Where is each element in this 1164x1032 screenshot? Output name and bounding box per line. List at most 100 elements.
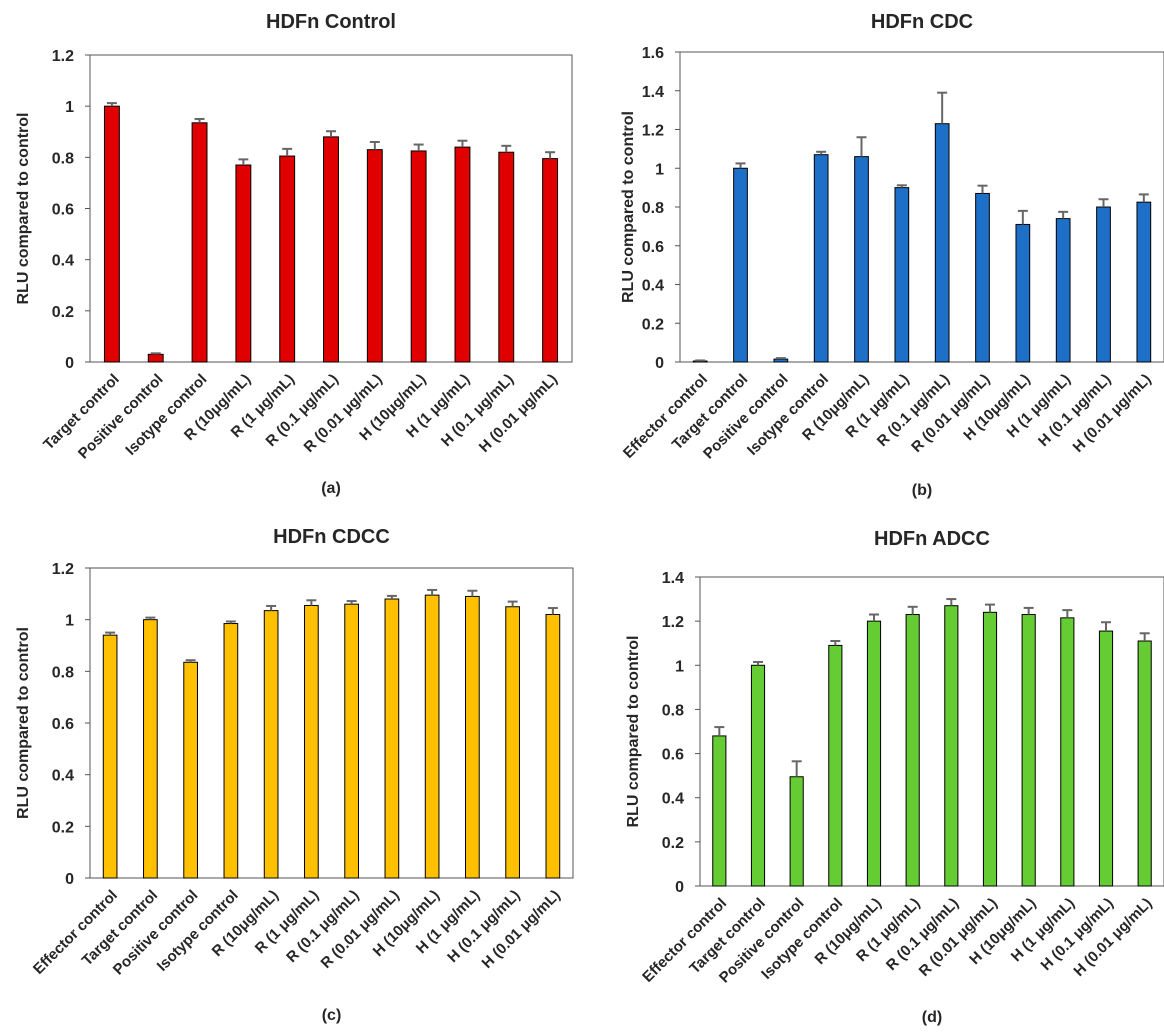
bar [384, 598, 400, 879]
y-tick-label: 0.2 [642, 316, 664, 333]
panel-label: (a) [321, 480, 341, 497]
bar [982, 611, 998, 887]
x-tick-label: H (0.01 μg/mL) [476, 371, 561, 456]
x-tick-label: Target control [40, 371, 123, 454]
panel-label: (b) [912, 482, 932, 499]
x-tick-label: R (0.01 μg/mL) [301, 371, 386, 456]
y-tick-label: 0.6 [52, 202, 74, 219]
y-axis-label: RLU compared to control [625, 635, 642, 827]
y-axis-label: RLU compared to control [620, 111, 637, 303]
y-tick-label: 1 [65, 99, 74, 116]
bar [545, 614, 561, 879]
bar [866, 620, 882, 887]
bar [103, 105, 120, 363]
bar [894, 187, 910, 363]
bar [750, 664, 766, 887]
chart-panel-2: HDFn CDC RLU compared to control 0 0.2 0.4 0.… [620, 11, 1164, 499]
y-tick-label: 0.2 [662, 835, 684, 852]
chart-title: HDFn ADCC [874, 528, 990, 550]
y-tick-label: 0.4 [662, 791, 684, 808]
bar [183, 661, 198, 879]
plot-area [699, 576, 1164, 887]
bar [410, 150, 427, 363]
bar [773, 358, 789, 363]
y-tick-label: 0 [65, 871, 74, 888]
bar [1015, 223, 1031, 363]
y-tick-label: 0.8 [52, 664, 74, 681]
bar [813, 154, 829, 363]
bar [366, 149, 383, 363]
y-tick-label: 0.2 [52, 819, 74, 836]
bar [975, 192, 990, 363]
y-tick-label: 0.4 [642, 278, 664, 295]
bar [1060, 617, 1075, 887]
y-tick-label: 1.2 [662, 614, 684, 631]
y-tick-label: 0.4 [52, 768, 74, 785]
bar [934, 123, 950, 363]
chart-title: HDFn CDCC [273, 526, 390, 548]
bar [854, 156, 869, 363]
chart-title: HDFn Control [266, 11, 396, 33]
bar [454, 146, 471, 363]
bar [733, 167, 748, 363]
panel-label: (d) [922, 1009, 942, 1026]
bar [505, 606, 520, 879]
bar [143, 619, 158, 879]
y-tick-label: 1.6 [642, 45, 664, 62]
y-tick-label: 0.8 [52, 150, 74, 167]
bar [944, 605, 959, 887]
y-tick-label: 0 [675, 879, 684, 896]
chart-title: HDFn CDC [871, 11, 973, 33]
y-axis-label: RLU compared to control [15, 627, 32, 819]
y-tick-label: 1.2 [642, 123, 664, 140]
y-tick-label: 0.6 [662, 747, 684, 764]
y-tick-label: 1 [65, 613, 74, 630]
y-tick-label: 1 [675, 658, 684, 675]
bar [344, 603, 359, 879]
chart-panel-4: HDFn ADCC RLU compared to control 0 0.2 0.4 0… [625, 528, 1164, 1026]
chart-panel-1: HDFn Control RLU compared to control 0 0.2 0… [15, 11, 573, 497]
bar [191, 122, 208, 363]
bar [1137, 640, 1152, 887]
bar [1055, 218, 1071, 363]
bar [1096, 206, 1111, 363]
bar [263, 610, 279, 879]
bar [498, 151, 515, 363]
bar [542, 158, 559, 363]
y-tick-label: 1 [655, 161, 664, 178]
bar [828, 644, 843, 887]
y-tick-label: 0.8 [642, 200, 664, 217]
y-tick-label: 0 [655, 355, 664, 372]
bar [235, 164, 252, 363]
plot-area [89, 567, 574, 879]
y-tick-label: 0.2 [52, 304, 74, 321]
bar [279, 155, 296, 363]
bar [223, 623, 239, 879]
y-tick-label: 0.8 [662, 702, 684, 719]
bar [905, 614, 920, 887]
y-tick-label: 1.4 [662, 570, 684, 587]
y-tick-label: 0.4 [52, 253, 74, 270]
y-tick-label: 0.6 [52, 716, 74, 733]
bar [1021, 614, 1036, 887]
bar [1098, 630, 1114, 887]
bar [323, 136, 339, 363]
plot-area [679, 51, 1164, 363]
bar [789, 776, 804, 887]
chart-panel-3: HDFn CDCC RLU compared to control 0 0.2 0.4 0… [15, 526, 574, 1024]
y-tick-label: 0 [65, 355, 74, 372]
bar [1136, 201, 1152, 363]
y-axis-label: RLU compared to control [15, 112, 32, 304]
bar [712, 735, 727, 887]
bar [102, 634, 118, 879]
bar [147, 353, 164, 363]
bar [304, 604, 319, 879]
y-tick-label: 1.2 [52, 48, 74, 65]
y-tick-label: 1.4 [642, 84, 664, 101]
y-tick-label: 1.2 [52, 561, 74, 578]
y-tick-label: 0.6 [642, 239, 664, 256]
bar [424, 594, 440, 879]
panel-label: (c) [322, 1007, 342, 1024]
bar [465, 595, 480, 879]
